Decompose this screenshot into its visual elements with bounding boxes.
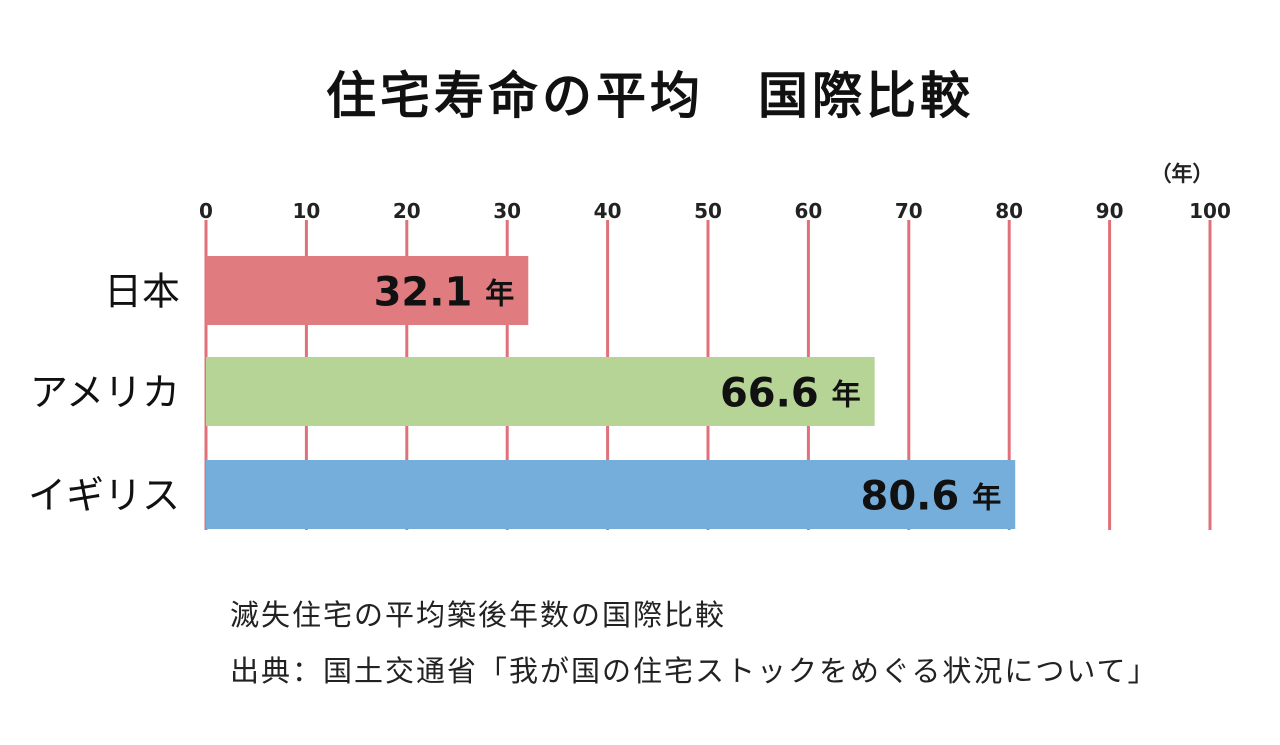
value-suffix: 年: [832, 378, 861, 412]
x-tick-label: 20: [393, 199, 421, 223]
x-unit-label: （年）: [1151, 162, 1214, 186]
category-label: 日本: [104, 270, 180, 314]
x-tick-label: 70: [895, 199, 923, 223]
chart-source: 出典：国土交通省「我が国の住宅ストックをめぐる状況について」: [230, 654, 1159, 688]
bar: [206, 460, 1016, 529]
value-suffix: 年: [485, 277, 514, 311]
bar: [206, 256, 529, 325]
x-tick-label: 80: [995, 199, 1023, 223]
category-label: イギリス: [28, 474, 180, 518]
bar-layer: [206, 256, 1016, 529]
x-tick-label: 50: [694, 199, 722, 223]
category-label: アメリカ: [30, 371, 180, 415]
x-tick-label: 90: [1096, 199, 1124, 223]
x-tick-label: 10: [292, 199, 320, 223]
x-tick-label: 60: [794, 199, 822, 223]
x-tick-label: 0: [199, 199, 213, 223]
chart-title: 住宅寿命の平均 国際比較: [326, 67, 974, 125]
bar: [206, 357, 875, 426]
data-label: 32.1: [374, 270, 473, 316]
data-label: 66.6: [720, 371, 819, 417]
x-tick-label: 40: [594, 199, 622, 223]
value-suffix: 年: [972, 481, 1001, 515]
x-tick-label: 100: [1189, 199, 1231, 223]
x-tick-label: 30: [493, 199, 521, 223]
data-label: 80.6: [861, 474, 960, 520]
chart-caption: 滅失住宅の平均築後年数の国際比較: [230, 598, 727, 632]
